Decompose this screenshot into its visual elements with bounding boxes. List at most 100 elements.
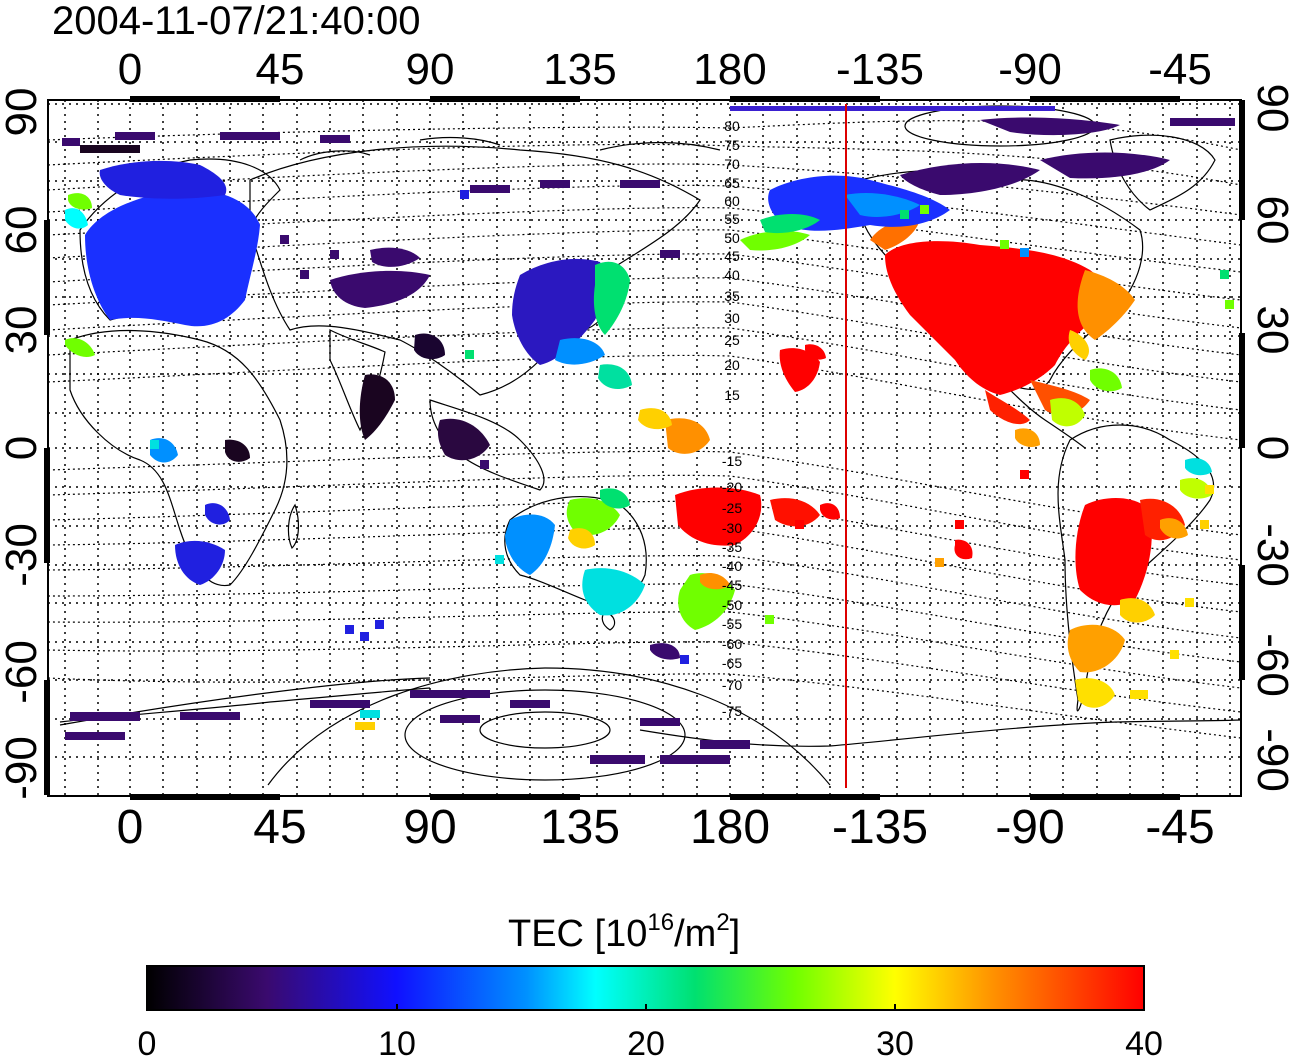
colorbar-label-exp2: 2 [716,909,729,936]
contour-label-30: 30 [724,310,740,326]
colorbar-label-mid: /m [674,913,716,955]
tec-europe [65,160,260,357]
colorbar-gradient [146,965,1145,1011]
contour-label-m75: -75 [722,703,742,719]
bottom-tick-135: 135 [540,801,620,854]
bottom-tick-m90: -90 [995,801,1064,854]
frame-bar-top-right [730,96,880,102]
right-tick-60: 60 [1248,196,1292,245]
contour-label-35: 35 [724,288,740,304]
tec-central-asia [330,247,430,308]
contour-label-75: 75 [724,137,740,153]
contour-label-m60: -60 [722,636,742,652]
top-tick-0: 0 [118,45,142,94]
frame-bar-bottom-far [1030,794,1180,800]
greenland-outline [1109,134,1216,211]
right-tick-m90: -90 [1248,728,1292,792]
frame-bar-left-c [44,680,50,795]
frame-bar-right-a [1239,100,1245,220]
contour-labels: 80 75 70 65 60 55 50 45 40 35 30 25 20 1… [722,118,742,719]
top-tick-135: 135 [543,45,616,94]
colorbar: TEC [1016/m2] 0 10 20 30 40 [138,909,1163,1057]
contour-label-80: 80 [724,118,740,134]
tasmania-outline [601,611,616,631]
timestamp: 2004-11-07/21:40:00 [52,0,420,43]
colorbar-label: TEC [1016/m2] [508,909,740,955]
frame-bar-right-b [1239,333,1245,448]
bottom-tick-45: 45 [253,801,306,854]
colorbar-label-main: TEC [10 [508,913,647,955]
contour-label-60: 60 [724,193,740,209]
tec-australia [505,488,645,616]
right-tick-90: 90 [1248,84,1292,133]
right-tick-m30: -30 [1248,523,1292,587]
top-tick-m135: -135 [836,45,924,94]
colorbar-ticks [396,1004,896,1010]
right-tick-m60: -60 [1248,633,1292,697]
bottom-tick-m45: -45 [1145,801,1214,854]
frame-bar-right-c [1239,565,1245,680]
contour-label-55: 55 [724,211,740,227]
right-tick-30: 30 [1248,306,1292,355]
left-tick-30: 30 [0,306,46,355]
contour-label-m55: -55 [722,616,742,632]
bottom-tick-90: 90 [403,801,456,854]
tec-antarctica [65,690,750,764]
tec-north-america [870,219,1135,425]
contour-label-15: 15 [724,387,740,403]
arctic-islands-outline [299,136,721,161]
left-tick-90: 90 [0,88,46,137]
frame-bar-left-a [44,220,50,335]
tec-south-america [1067,458,1212,708]
colorbar-tick-40: 40 [1125,1025,1163,1057]
frame-bar-bottom-left [130,794,280,800]
contour-label-m45: -45 [722,577,742,593]
contour-label-m20: -20 [722,479,742,495]
contour-label-m40: -40 [722,558,742,574]
bottom-tick-m135: -135 [832,801,928,854]
bottom-longitude-ticks: 0 45 90 135 180 -135 -90 -45 [117,801,1215,854]
left-tick-m60: -60 [0,640,46,704]
left-tick-m90: -90 [0,736,46,800]
colorbar-tick-30: 30 [876,1025,914,1057]
contour-label-m50: -50 [722,597,742,613]
colorbar-label-end: ] [730,913,741,955]
madagascar-outline [287,503,299,550]
left-tick-60: 60 [0,206,46,255]
tec-new-zealand [650,573,735,660]
top-tick-m90: -90 [998,45,1062,94]
contour-label-m30: -30 [722,520,742,536]
top-tick-45: 45 [256,45,305,94]
left-latitude-ticks: 90 60 30 0 -30 -60 -90 [0,88,46,800]
contour-label-20: 20 [724,357,740,373]
frame-bar-top-mid [430,96,580,102]
left-tick-0: 0 [0,436,46,460]
contour-label-65: 65 [724,175,740,191]
map-panel: 80 75 70 65 60 55 50 45 40 35 30 25 20 1… [44,96,1245,800]
top-tick-180: 180 [693,45,766,94]
left-tick-m30: -30 [0,523,46,587]
right-latitude-ticks: 90 60 30 0 -30 -60 -90 [1248,84,1292,792]
tec-southern-ocean [150,190,1234,699]
tec-arctic [62,106,1235,258]
contour-label-m35: -35 [722,539,742,555]
central-america-outline [999,379,1086,449]
frame-bar-bottom-right [730,794,880,800]
colorbar-tick-10: 10 [378,1025,416,1057]
tec-africa [150,438,250,585]
top-tick-m45: -45 [1148,45,1212,94]
bottom-tick-0: 0 [117,801,144,854]
colorbar-tick-0: 0 [138,1025,157,1057]
tec-south-asia [359,333,490,461]
tec-data-layer [62,106,1235,764]
tec-south-pacific [638,408,973,560]
contour-label-m65: -65 [722,655,742,671]
tec-east-asia [512,258,632,390]
tec-hawaii [779,344,826,392]
contour-label-70: 70 [724,156,740,172]
frame-bar-top-far [1030,96,1180,102]
right-tick-0: 0 [1248,436,1292,460]
contour-label-40: 40 [724,267,740,283]
frame-bar-left-b [44,448,50,563]
